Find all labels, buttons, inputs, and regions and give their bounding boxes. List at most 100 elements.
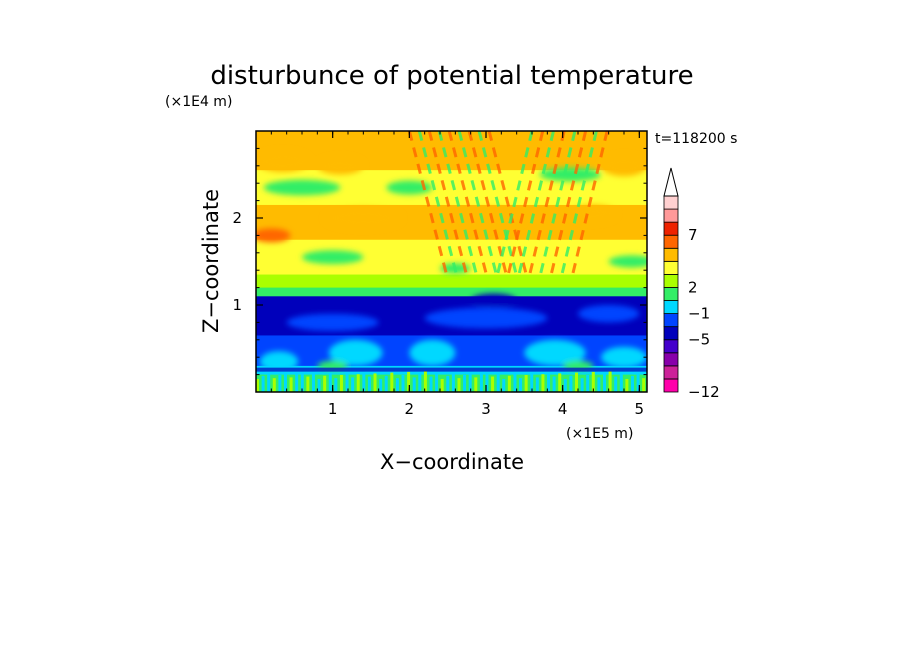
y-unit-label: (×1E4 m) xyxy=(165,94,232,110)
surface-cell xyxy=(256,378,259,392)
surface-cell xyxy=(323,375,327,392)
surface-cell xyxy=(339,374,343,392)
x-tick-label: 3 xyxy=(481,400,491,418)
surface-cell xyxy=(345,371,349,392)
colorbar-segment xyxy=(663,313,679,328)
wave-streak xyxy=(496,131,534,275)
wave-streak xyxy=(571,131,609,275)
x-tick-label: 2 xyxy=(405,400,415,418)
y-tick-label: 2 xyxy=(232,209,242,227)
surface-cell xyxy=(524,374,528,392)
time-label: t=118200 s xyxy=(655,131,737,147)
wave-streak xyxy=(417,131,460,280)
colorbar-segment xyxy=(663,378,679,393)
colorbar-label: 2 xyxy=(688,278,698,296)
surface-cell xyxy=(311,373,315,392)
colorbar-segment xyxy=(663,208,679,223)
surface-cell xyxy=(362,371,366,392)
colorbar: 7 2 −1 −5 −12 xyxy=(663,167,720,401)
wave-streak xyxy=(437,131,480,280)
x-unit-label: (×1E5 m) xyxy=(566,426,633,442)
colorbar-segment xyxy=(663,326,679,341)
contour-feature xyxy=(386,180,433,195)
colorbar-segment xyxy=(663,365,679,380)
contour-feature xyxy=(302,250,364,265)
colorbar-label: 7 xyxy=(688,226,698,244)
wave-streak xyxy=(549,131,588,275)
surface-cell xyxy=(390,372,394,392)
surface-cell xyxy=(513,372,517,392)
surface-cell xyxy=(496,373,500,392)
wave-streak xyxy=(506,131,545,275)
surface-cell xyxy=(373,373,377,392)
surface-cell xyxy=(485,371,489,392)
surface-cell xyxy=(317,378,321,392)
contour-feature xyxy=(256,151,310,172)
surface-cell xyxy=(429,376,433,392)
surface-cell xyxy=(463,374,467,392)
wave-streak xyxy=(477,131,519,280)
surface-cell xyxy=(535,377,539,392)
contour-feature xyxy=(263,179,341,196)
surface-cell xyxy=(614,376,618,392)
colorbar-label: −1 xyxy=(688,305,710,323)
plot-area xyxy=(256,131,647,392)
colorbar-segment xyxy=(663,247,679,262)
contour-feature xyxy=(424,307,548,329)
surface-cell xyxy=(306,376,310,392)
colorbar-label: −5 xyxy=(688,331,710,349)
wave-streak xyxy=(407,131,450,280)
surface-cell xyxy=(558,373,562,392)
surface-cell xyxy=(356,374,360,392)
surface-cell xyxy=(636,372,640,392)
y-tick-label: 1 xyxy=(232,296,242,314)
surface-cell xyxy=(575,372,579,392)
wave-streak xyxy=(427,131,470,280)
surface-cell xyxy=(384,375,388,392)
x-tick-label: 5 xyxy=(635,400,645,418)
surface-cell xyxy=(642,378,646,392)
surface-cell xyxy=(300,371,304,392)
wave-streak xyxy=(517,131,555,275)
surface-cell xyxy=(407,371,411,392)
colorbar-segment xyxy=(663,287,679,301)
contour-band xyxy=(256,287,647,297)
surface-cell xyxy=(530,371,534,392)
surface-cell xyxy=(261,375,265,392)
surface-cell xyxy=(440,378,444,392)
x-tick-label: 1 xyxy=(328,400,338,418)
surface-cell xyxy=(597,377,601,392)
colorbar-label: −12 xyxy=(688,383,720,401)
surface-cell xyxy=(541,374,545,392)
surface-cell xyxy=(547,371,551,392)
surface-cell xyxy=(334,378,338,392)
surface-cell xyxy=(418,374,422,392)
surface-cell xyxy=(602,374,606,392)
surface-cell xyxy=(625,378,629,392)
wave-streak xyxy=(487,131,529,280)
surface-cell xyxy=(507,375,511,392)
contour-feature xyxy=(524,339,586,366)
chart-title: disturbunce of potential temperature xyxy=(210,61,693,91)
surface-cell xyxy=(563,378,567,392)
surface-cell xyxy=(395,378,399,392)
contour-band xyxy=(256,274,647,289)
surface-cell xyxy=(283,371,287,392)
surface-cell xyxy=(619,373,623,392)
contour-feature xyxy=(570,204,617,223)
contour-feature xyxy=(286,313,379,332)
colorbar-segment xyxy=(663,273,679,288)
surface-cell xyxy=(491,376,495,392)
surface-cell xyxy=(367,376,371,392)
contour-feature xyxy=(608,255,647,268)
colorbar-extend-arrow xyxy=(663,167,679,197)
colorbar-segment xyxy=(663,352,679,367)
surface-cell xyxy=(474,377,478,392)
surface-cell xyxy=(552,376,556,392)
contour-feature xyxy=(539,167,601,182)
surface-cell xyxy=(423,371,427,392)
contour-feature xyxy=(256,228,291,243)
surface-cell xyxy=(630,375,634,392)
x-tick-label: 4 xyxy=(558,400,568,418)
